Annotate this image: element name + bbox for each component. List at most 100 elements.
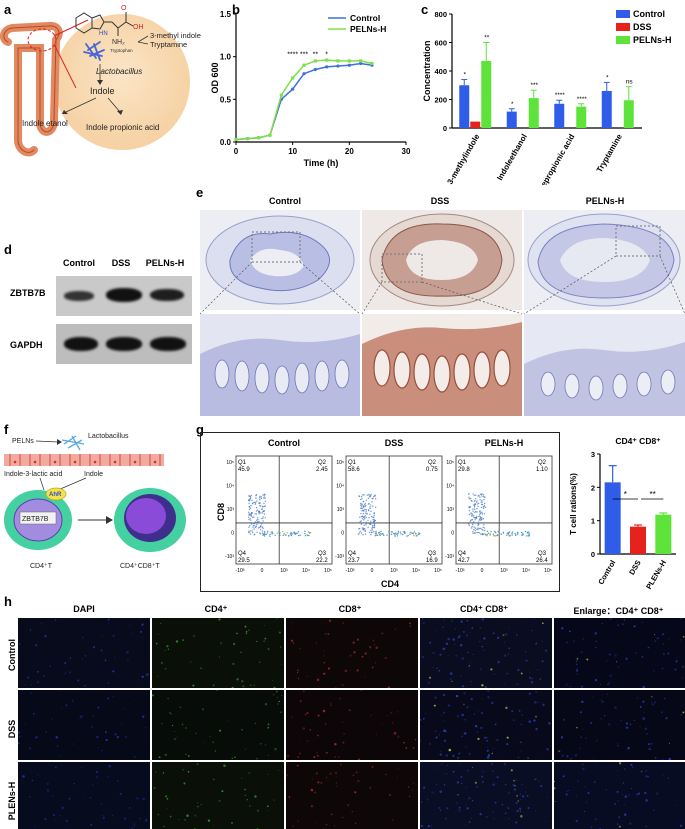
lactobacillus-cluster-icon <box>61 435 85 451</box>
histo-dss-overview <box>362 210 522 310</box>
b-point <box>302 72 306 76</box>
flow-ytick: 0 <box>231 531 234 537</box>
b-point <box>347 63 351 67</box>
b-point <box>347 59 351 63</box>
flow-q4-value: 23.7 <box>348 558 360 564</box>
flow-ytick: 0 <box>341 531 344 537</box>
flow-plot-frame <box>455 455 553 565</box>
histo-col-pelns: PELNs-H <box>585 196 625 206</box>
histo-pelns-overview <box>524 210 685 310</box>
b-point <box>291 76 295 80</box>
blot-col-dss: DSS <box>111 258 131 268</box>
flow-q3-value: 26.4 <box>536 558 548 564</box>
cd4cd8t-label: CD4⁺CD8⁺T <box>120 563 160 570</box>
indole-label: Indole <box>90 86 115 96</box>
colon-icon <box>0 21 63 157</box>
g-ytick: 0 <box>591 550 595 559</box>
c-bar <box>601 90 612 128</box>
if-dss-enlarge <box>554 690 685 760</box>
flow-xtick: 10³ <box>500 568 508 574</box>
flow-xtick: -10³ <box>236 568 245 574</box>
band-pelns-gapdh <box>150 337 186 351</box>
flow-xtick: -10³ <box>346 568 355 574</box>
if-row-dss: DSS <box>7 719 17 739</box>
band-control-gapdh <box>64 337 98 351</box>
flow-q1-value: 29.8 <box>458 467 470 473</box>
c-bar <box>576 106 587 128</box>
flow-plot-frame <box>235 455 333 565</box>
histo-pelns-zoom <box>524 314 685 416</box>
c-bar <box>528 98 539 128</box>
flow-ytick: 10⁴ <box>446 484 454 490</box>
band-pelns-zbtb7b <box>150 289 184 301</box>
flow-ylabel: CD8 <box>216 503 226 521</box>
flow-ytick: 10⁵ <box>226 460 234 466</box>
indole-etanol-label: Indole etanol <box>22 119 68 128</box>
c-legend-label: DSS <box>633 22 652 32</box>
b-ytick: 0.0 <box>220 138 232 147</box>
flow-q1-value: 45.9 <box>238 467 250 473</box>
panel-letter-a: a <box>4 2 12 17</box>
flow-plot-title: PELNs-H <box>485 438 524 448</box>
b-point <box>313 67 317 72</box>
band-dss-zbtb7b <box>106 288 142 302</box>
b-xtick: 0 <box>234 147 239 156</box>
c-category-label: Tryptamine <box>595 132 624 174</box>
blot-row-gapdh: GAPDH <box>10 340 43 350</box>
g-category-label: Control <box>596 559 617 587</box>
flow-plot-title: Control <box>268 438 300 448</box>
c-significance: * <box>511 101 514 108</box>
b-point <box>359 61 363 66</box>
flow-xlabel: CD4 <box>381 579 399 589</box>
b-xtick: 10 <box>288 147 297 156</box>
flow-q2-value: 0.75 <box>426 467 438 473</box>
c-significance: **** <box>577 96 588 103</box>
flow-xtick: 0 <box>371 568 374 574</box>
if-plens-cd8 <box>286 762 418 829</box>
b-series-line <box>235 59 373 141</box>
if-plens-merge <box>420 762 552 829</box>
flow-xtick: 10⁴ <box>412 568 420 574</box>
indole-f-label: Indole <box>84 471 103 478</box>
c-bar <box>481 61 492 128</box>
flow-ytick: -10³ <box>335 554 344 560</box>
lactobacillus-f-label: Lactobacillus <box>88 433 129 440</box>
b-point <box>325 65 329 69</box>
flow-xtick: 10³ <box>280 568 288 574</box>
histo-col-control: Control <box>269 196 301 206</box>
g-ylabel: T cell rations(%) <box>569 473 578 535</box>
if-control-dapi <box>18 618 150 688</box>
histology-panel: Control DSS PELNs-H <box>200 196 685 416</box>
g-ytick: 3 <box>591 450 595 459</box>
b-point <box>234 137 238 142</box>
c-legend-swatch <box>616 10 630 18</box>
if-control-cd4 <box>152 618 284 688</box>
flow-xtick: 10³ <box>390 568 398 574</box>
flow-xtick: 10⁵ <box>324 568 332 574</box>
g-significance: * <box>624 490 627 499</box>
c-ytick: 400 <box>434 67 447 76</box>
c-category-label: 3-methylindole <box>445 132 481 185</box>
g-bar <box>604 482 621 554</box>
b-annotation: ** <box>313 52 319 59</box>
c-bar <box>623 100 634 128</box>
flow-ytick: 10³ <box>227 507 235 513</box>
flow-ytick: 10⁵ <box>446 460 454 466</box>
flow-xtick: 0 <box>481 568 484 574</box>
epithelium-icon <box>4 454 164 466</box>
c-ylabel: Concentration <box>422 40 432 101</box>
panel-letter-g: g <box>196 422 204 437</box>
c-legend-swatch <box>616 36 630 44</box>
c-legend-label: PELNs-H <box>633 35 672 45</box>
blot-membrane-zbtb7b <box>56 276 192 316</box>
if-col-cd8: CD8⁺ <box>338 604 362 614</box>
flow-q2-label: Q2 <box>428 460 437 466</box>
g-title: CD4⁺ CD8⁺ <box>615 436 661 446</box>
if-plens-enlarge <box>554 762 685 829</box>
b-point <box>291 87 295 91</box>
if-dss-dapi <box>18 690 150 760</box>
c-ytick: 800 <box>434 10 447 19</box>
if-dss-cd4 <box>152 690 284 760</box>
ahr-receptor-icon <box>45 487 67 501</box>
immunofluorescence-panel: DAPI CD4⁺ CD8⁺ CD4⁺ CD8⁺ Enlarge：CD4⁺ CD… <box>0 600 685 829</box>
